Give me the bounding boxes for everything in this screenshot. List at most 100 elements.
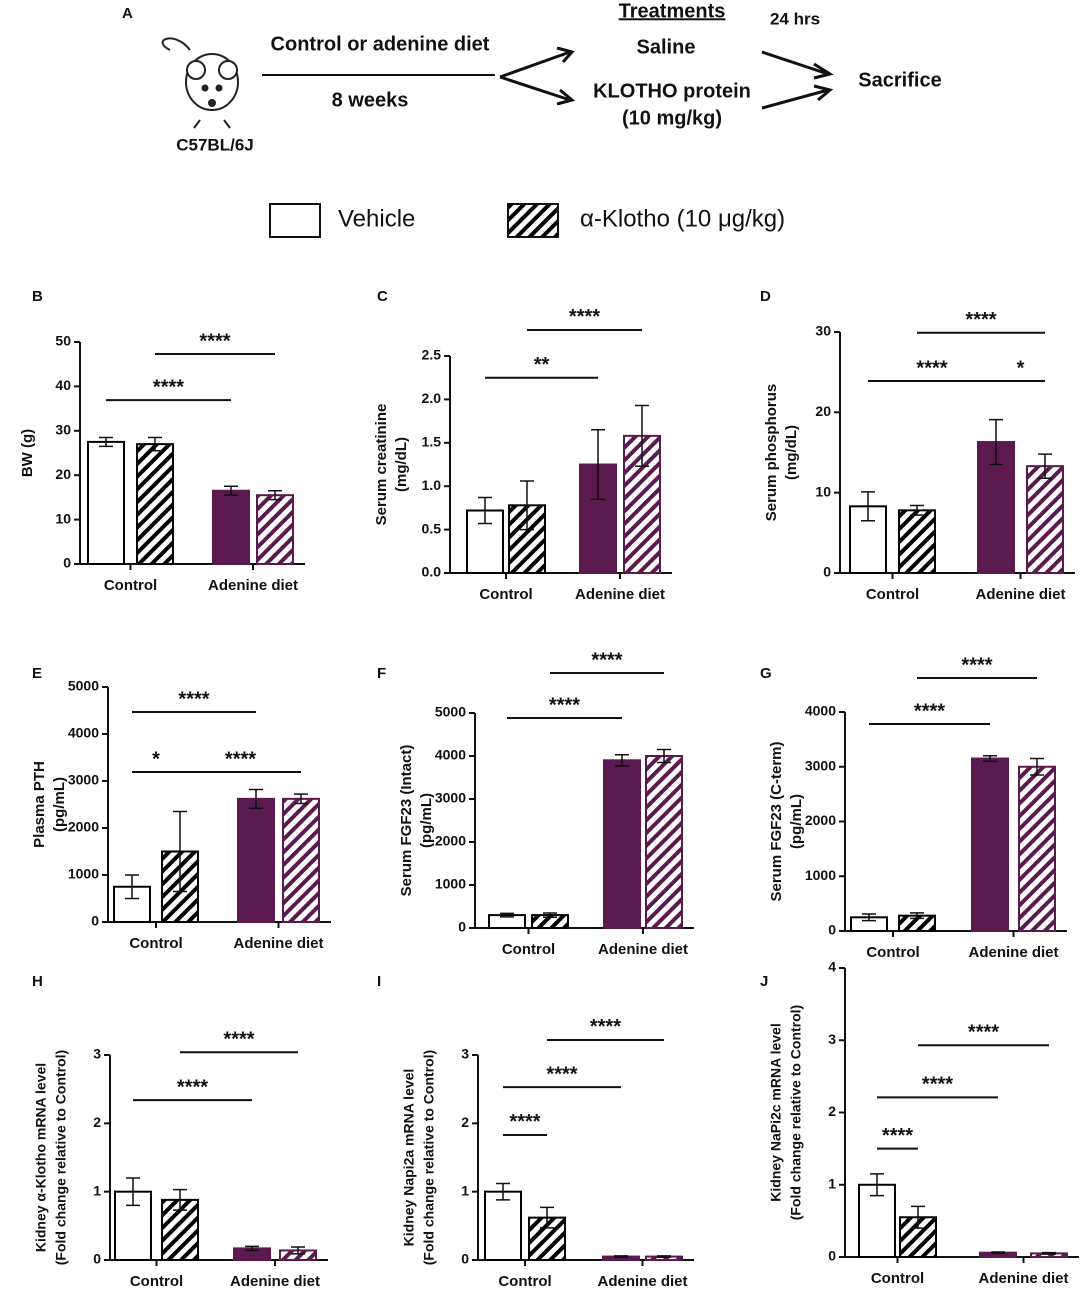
- legend-label: α-Klotho (10 μg/kg): [580, 205, 785, 232]
- significance-label: ****: [569, 306, 600, 328]
- y-axis-label: BW (g): [19, 429, 36, 477]
- error-bar: [1042, 1251, 1056, 1255]
- x-tick-label: Adenine diet: [968, 944, 1058, 961]
- significance-label: *: [1017, 357, 1025, 379]
- error-bar: [1030, 757, 1044, 776]
- bar: [977, 441, 1015, 574]
- error-bar: [910, 504, 924, 516]
- significance-label: ****: [509, 1111, 540, 1133]
- y-tick-label: 2.5: [422, 347, 442, 363]
- y-tick-label: 2000: [435, 833, 466, 849]
- x-tick-label: Control: [502, 941, 555, 958]
- panel-label: I: [377, 973, 381, 990]
- panel-label: F: [377, 665, 386, 682]
- error-bar: [657, 1255, 671, 1259]
- chart: G Serum FGF23 (C-term) (pg/mL) 0 1000 2000 300…: [760, 654, 1067, 961]
- error-bar: [224, 485, 238, 496]
- y-tick-label: 3: [93, 1046, 101, 1062]
- y-tick-label: 1.5: [422, 434, 442, 450]
- y-tick-label: 1: [93, 1182, 101, 1198]
- y-tick-label: 3: [828, 1031, 836, 1047]
- significance-label: ****: [178, 688, 209, 710]
- error-bar: [635, 404, 649, 467]
- y-tick-label: 0: [458, 919, 466, 935]
- significance-label: ****: [546, 1063, 577, 1085]
- time: 24 hrs: [770, 9, 820, 28]
- error-bar: [910, 912, 924, 920]
- chart: J Kidney NaPi2c mRNA level (Fold change re…: [760, 959, 1079, 1287]
- bar: [603, 759, 641, 929]
- error-bar: [268, 489, 282, 501]
- error-bar: [657, 748, 671, 764]
- bar: [282, 797, 320, 923]
- significance-label: ****: [965, 309, 996, 331]
- y-tick-label: 0: [93, 1251, 101, 1267]
- significance-label: ****: [225, 748, 256, 770]
- y-axis-label: (Fold change relative to Control): [421, 1050, 437, 1265]
- bar: [161, 1198, 199, 1262]
- y-tick-label: 5000: [68, 678, 99, 694]
- x-tick-label: Control: [104, 577, 157, 594]
- significance-label: ****: [916, 357, 947, 379]
- chart: I Kidney Napi2a mRNA level (Fold change re…: [377, 973, 694, 1290]
- error-bar: [911, 1205, 925, 1229]
- error-bar: [173, 810, 187, 893]
- chart: B BW (g) 0 10 20 30 40 50 Control Adenine diet ***…: [19, 288, 305, 594]
- y-tick-label: 4000: [805, 703, 836, 719]
- y-axis-label: Serum FGF23 (Intact): [398, 745, 415, 897]
- bar: [212, 489, 250, 565]
- error-bar: [591, 429, 605, 500]
- y-axis-label: Kidney Napi2a mRNA level: [401, 1069, 417, 1247]
- y-tick-label: 2000: [805, 812, 836, 828]
- y-tick-label: 1.0: [422, 477, 442, 493]
- chart: C Serum creatinine (mg/dL) 0.0 0.5 1.0 1.5 2.0 2…: [373, 288, 672, 603]
- y-axis-label: Serum phosphorus: [763, 384, 780, 522]
- error-bar: [173, 1188, 187, 1211]
- y-tick-label: 0.5: [422, 520, 442, 536]
- x-tick-label: Control: [129, 935, 182, 952]
- mouse-icon: [161, 37, 239, 129]
- bar: [87, 440, 125, 565]
- legend-swatch: [269, 203, 321, 238]
- error-bar: [520, 480, 534, 531]
- error-bar: [989, 418, 1003, 466]
- y-tick-label: 30: [55, 422, 71, 438]
- significance-label: ****: [914, 700, 945, 722]
- significance-label: ****: [591, 649, 622, 671]
- error-bar: [125, 874, 139, 900]
- y-tick-label: 4000: [435, 747, 466, 763]
- error-bar: [500, 912, 514, 918]
- y-tick-label: 1: [828, 1175, 836, 1191]
- y-axis-label: Serum FGF23 (C-term): [768, 741, 785, 901]
- error-bar: [294, 793, 308, 805]
- y-tick-label: 3: [461, 1046, 469, 1062]
- bar: [1018, 765, 1056, 932]
- significance-label: ****: [153, 376, 184, 398]
- chart: E Plasma PTH (pg/mL) 0 1000 2000 3000 4000 5000 C…: [31, 665, 331, 952]
- y-tick-label: 20: [815, 403, 831, 419]
- panel-label: E: [32, 665, 42, 682]
- significance-label: *: [152, 748, 160, 770]
- y-axis-label: Plasma PTH: [31, 761, 48, 848]
- schematic: A C57BL/6J Control or adenine diet 8 wee…: [122, 0, 942, 154]
- chart: F Serum FGF23 (Intact) (pg/mL) 0 1000 2000 300…: [377, 649, 694, 958]
- x-tick-label: Adenine diet: [230, 1273, 320, 1290]
- y-tick-label: 4000: [68, 725, 99, 741]
- error-bar: [99, 436, 113, 448]
- significance-label: ****: [961, 654, 992, 676]
- panel-label: J: [760, 973, 768, 990]
- y-tick-label: 2: [828, 1103, 836, 1119]
- y-tick-label: 5000: [435, 704, 466, 720]
- endpoint: Sacrifice: [858, 69, 941, 91]
- error-bar: [861, 491, 875, 522]
- strain: C57BL/6J: [176, 135, 253, 154]
- x-tick-label: Control: [498, 1273, 551, 1290]
- error-bar: [496, 1182, 510, 1201]
- panel-label: H: [32, 973, 43, 990]
- y-axis-label: Serum creatinine: [373, 404, 390, 526]
- panel-label: D: [760, 288, 771, 305]
- y-tick-label: 3000: [68, 772, 99, 788]
- legend-label: Vehicle: [338, 205, 415, 232]
- x-tick-label: Adenine diet: [598, 941, 688, 958]
